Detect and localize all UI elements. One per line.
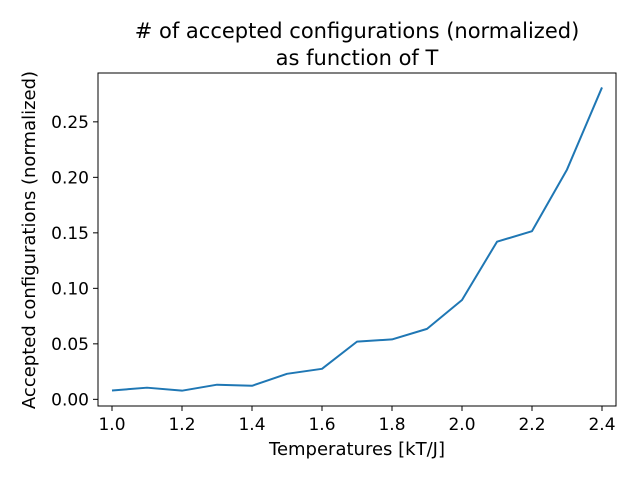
x-tick-label: 1.8 [378, 415, 405, 435]
plot-area [111, 87, 603, 392]
y-tick-label: 0.20 [51, 168, 89, 188]
x-tick-label: 2.0 [448, 415, 475, 435]
y-tick-label: 0.25 [51, 113, 89, 133]
x-tick-label: 2.2 [518, 415, 545, 435]
y-tick-label: 0.05 [51, 335, 89, 355]
x-tick-label: 1.4 [238, 415, 265, 435]
plot-frame [97, 72, 617, 407]
x-tick-label: 1.0 [98, 415, 125, 435]
y-tick-label: 0.10 [51, 279, 89, 299]
series-line-0 [111, 87, 603, 392]
chart-title-line-1: # of accepted configurations (normalized… [135, 19, 580, 43]
chart-title-line-2: as function of T [276, 46, 439, 70]
y-tick-label: 0.00 [51, 390, 89, 410]
y-tick-label: 0.15 [51, 224, 89, 244]
x-tick-label: 1.6 [308, 415, 335, 435]
x-axis-label: Temperatures [kT/J] [268, 439, 445, 460]
x-tick-label: 1.2 [168, 415, 195, 435]
y-axis-label: Accepted configurations (normalized) [19, 71, 40, 409]
x-tick-label: 2.4 [588, 415, 615, 435]
